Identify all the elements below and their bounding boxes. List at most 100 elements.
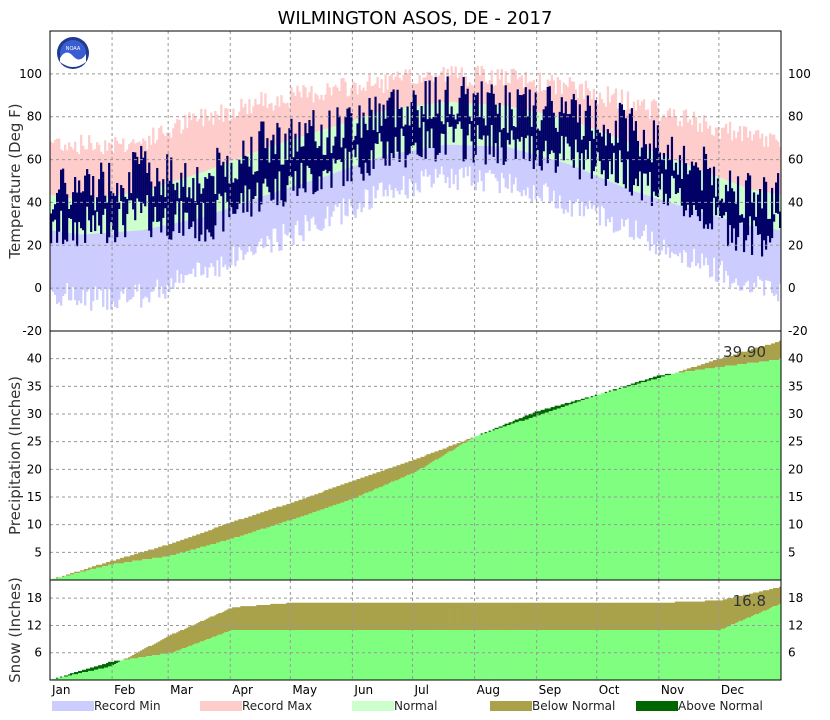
- below-normal-bar: [492, 602, 495, 630]
- precipitation-observed-bar: [178, 553, 181, 580]
- snow-observed-bar: [166, 653, 169, 680]
- observed-bar: [82, 191, 85, 231]
- snow-observed-bar: [726, 626, 730, 680]
- record-max-bar: [176, 119, 179, 181]
- observed-bar: [712, 166, 716, 198]
- below-normal-bar: [130, 656, 133, 659]
- precipitation-observed-bar: [778, 358, 782, 580]
- precipitation-observed-bar: [424, 466, 427, 580]
- snow-observed-bar: [538, 630, 541, 680]
- observed-bar: [56, 192, 59, 243]
- precipitation-observed-bar: [736, 364, 740, 580]
- snow-observed-bar: [258, 630, 261, 680]
- below-normal-bar: [762, 590, 766, 611]
- record-max-bar: [354, 82, 357, 120]
- observed-bar: [118, 202, 121, 210]
- observed-bar: [544, 106, 547, 141]
- below-normal-bar: [684, 369, 688, 372]
- record-min-bar: [506, 146, 509, 189]
- below-normal-bar: [380, 470, 383, 488]
- observed-bar: [322, 154, 325, 171]
- precipitation-observed-bar: [400, 477, 403, 580]
- precipitation-observed-bar: [692, 371, 696, 580]
- below-normal-bar: [222, 524, 225, 542]
- snow-observed-bar: [654, 630, 658, 680]
- above-normal-bar: [74, 672, 77, 675]
- record-max-bar: [720, 127, 724, 179]
- below-normal-bar: [494, 602, 497, 630]
- snow-observed-bar: [396, 630, 399, 680]
- snow-observed-bar: [334, 630, 337, 680]
- record-max-bar: [510, 68, 513, 108]
- below-normal-bar: [210, 530, 213, 545]
- above-normal-bar: [666, 373, 670, 376]
- precipitation-observed-bar: [156, 557, 159, 580]
- precipitation-observed-bar: [686, 371, 690, 580]
- record-min-bar: [106, 232, 109, 310]
- observed-bar: [138, 164, 141, 202]
- normal-bar: [484, 104, 487, 146]
- record-min-bar: [532, 154, 535, 186]
- record-min-bar: [356, 165, 359, 210]
- record-max-bar: [72, 149, 75, 199]
- observed-bar: [552, 112, 555, 153]
- record-min-bar: [440, 145, 443, 167]
- record-max-bar: [286, 102, 289, 142]
- record-max-bar: [694, 116, 698, 169]
- below-normal-bar: [718, 358, 722, 367]
- precipitation-observed-bar: [120, 563, 123, 580]
- snow-observed-bar: [92, 670, 95, 680]
- record-max-bar: [542, 90, 545, 114]
- below-normal-bar: [420, 602, 423, 630]
- record-max-bar: [532, 79, 535, 112]
- precipitation-observed-bar: [340, 502, 343, 580]
- snow-observed-bar: [256, 630, 259, 680]
- record-max-bar: [568, 77, 572, 120]
- observed-bar: [256, 171, 259, 183]
- legend-swatch: [636, 701, 678, 711]
- below-normal-bar: [176, 632, 179, 651]
- snow-observed-bar: [272, 630, 275, 680]
- observed-bar: [280, 164, 283, 201]
- observed-bar: [176, 182, 179, 202]
- snow-observed-bar: [202, 641, 205, 680]
- snow-comparison-bars: [56, 586, 782, 679]
- below-normal-bar: [306, 602, 309, 630]
- record-min-bar: [272, 192, 275, 229]
- record-max-bar: [638, 105, 642, 147]
- observed-bar: [150, 181, 153, 238]
- precipitation-observed-bar: [548, 411, 551, 580]
- record-min-bar: [66, 232, 69, 284]
- record-max-bar: [770, 134, 774, 194]
- record-min-bar: [416, 149, 419, 191]
- observed-bar: [140, 146, 143, 213]
- above-normal-bar: [608, 390, 612, 392]
- record-max-bar: [710, 134, 714, 175]
- below-normal-bar: [412, 602, 415, 630]
- above-normal-bar: [564, 402, 568, 406]
- below-normal-bar: [334, 602, 337, 630]
- snow-observed-bar: [78, 673, 81, 680]
- record-min-bar: [338, 171, 341, 203]
- record-min-bar: [626, 189, 630, 219]
- observed-bar: [494, 104, 497, 144]
- record-min-bar: [670, 203, 674, 253]
- record-min-bar: [186, 220, 189, 276]
- observed-bar: [170, 157, 173, 240]
- below-normal-bar: [348, 602, 351, 630]
- observed-bar: [484, 125, 487, 165]
- observed-bar: [576, 122, 579, 153]
- record-min-bar: [196, 218, 199, 263]
- above-normal-bar: [586, 397, 590, 399]
- normal-bar: [502, 105, 505, 147]
- precipitation-observed-bar: [620, 387, 624, 580]
- below-normal-bar: [346, 483, 349, 502]
- snow-observed-bar: [648, 630, 652, 680]
- precipitation-observed-bar: [142, 559, 145, 580]
- observed-bar: [666, 144, 670, 206]
- record-max-bar: [150, 144, 153, 189]
- below-normal-bar: [140, 650, 143, 658]
- precipitation-observed-bar: [710, 368, 714, 580]
- snow-observed-bar: [206, 639, 209, 680]
- record-max-bar: [50, 141, 53, 196]
